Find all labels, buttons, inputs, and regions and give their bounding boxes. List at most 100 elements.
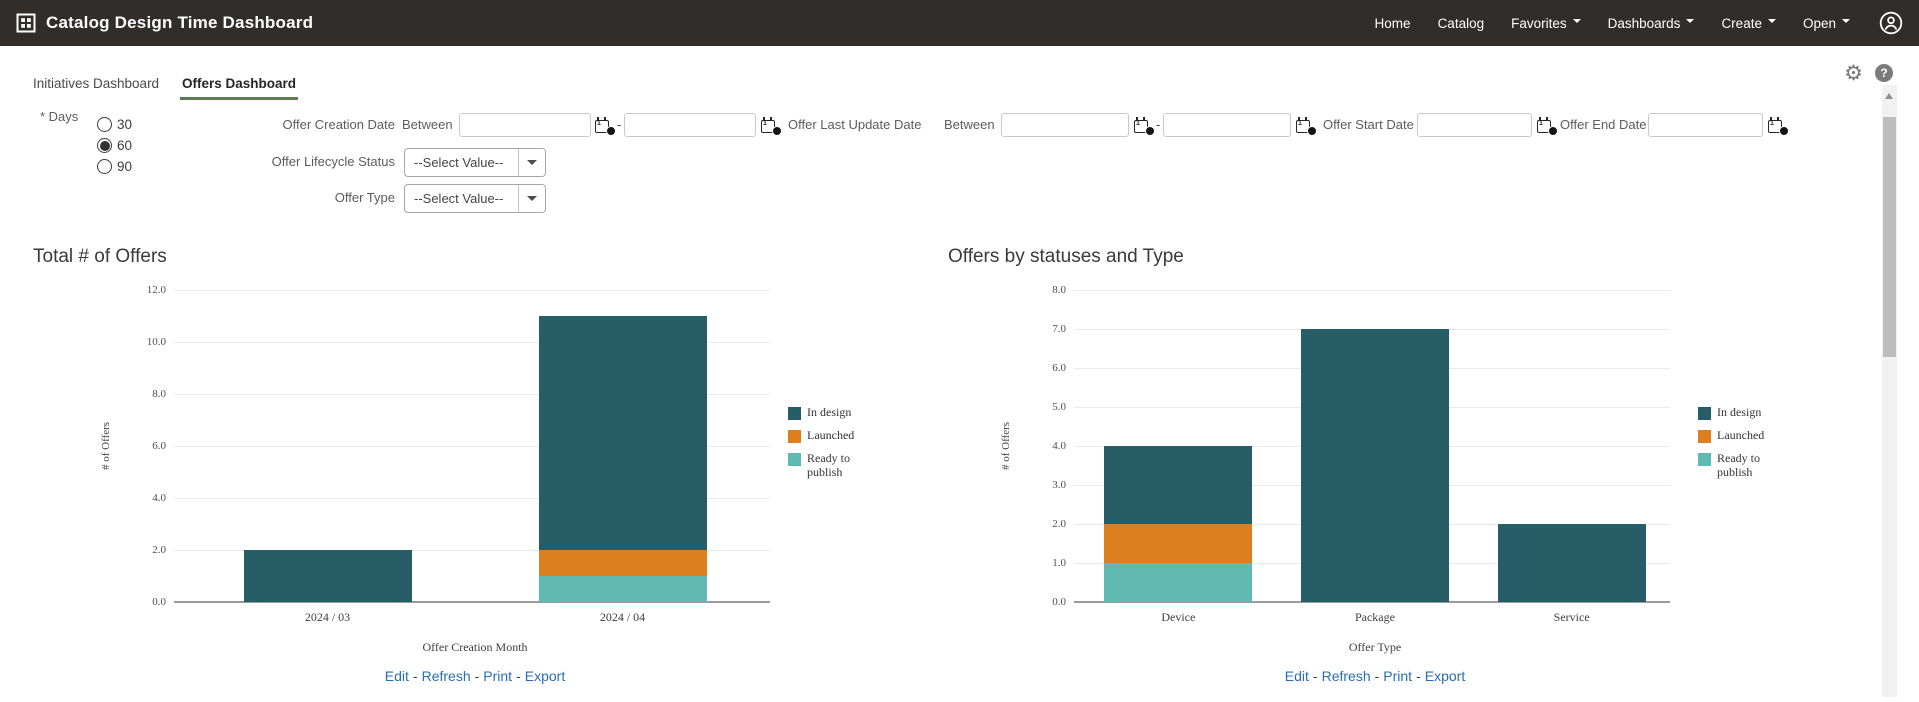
chart-title: Total # of Offers — [33, 246, 167, 267]
nav-create-label: Create — [1721, 15, 1762, 31]
days-60-label: 60 — [117, 138, 133, 153]
y-tick-label: 2.0 — [1052, 518, 1066, 530]
days-30-label: 30 — [117, 117, 133, 132]
legend-swatch — [788, 430, 801, 443]
print-link[interactable]: Print — [1383, 668, 1413, 684]
calendar-icon[interactable] — [1768, 116, 1789, 136]
y-tick-label: 5.0 — [1052, 401, 1066, 413]
days-label: * Days — [40, 109, 79, 124]
tab-initiatives-dashboard[interactable]: Initiatives Dashboard — [33, 76, 160, 91]
legend-swatch — [1698, 407, 1711, 420]
calendar-clock-dot — [1307, 126, 1317, 136]
gridline — [174, 498, 770, 499]
date-range-separator: - — [617, 117, 622, 132]
calendar-clock-dot — [1145, 126, 1155, 136]
y-tick-label: 3.0 — [1052, 479, 1066, 491]
offer-start-date-input[interactable] — [1417, 113, 1532, 137]
chart-title: Offers by statuses and Type — [948, 246, 1184, 267]
x-category-label: Package — [1354, 610, 1395, 624]
offer-last-update-date-from-input[interactable] — [1001, 113, 1129, 137]
legend-item-launched: Launched — [1698, 428, 1779, 443]
legend-label: Launched — [1717, 428, 1765, 442]
offer-last-update-date-to-input[interactable] — [1163, 113, 1291, 137]
offer-lifecycle-status-value: --Select Value-- — [414, 155, 504, 170]
gridline — [1074, 290, 1670, 291]
calendar-icon[interactable] — [595, 116, 616, 136]
offer-creation-date-to-input[interactable] — [624, 113, 756, 137]
legend-item-in-design: In design — [1698, 405, 1779, 420]
vertical-scrollbar-thumb[interactable] — [1883, 117, 1896, 357]
y-tick-label: 0.0 — [1052, 596, 1066, 608]
export-link[interactable]: Export — [524, 668, 566, 684]
y-tick-label: 4.0 — [1052, 440, 1066, 452]
y-tick-label: 7.0 — [1052, 323, 1066, 335]
legend-swatch — [1698, 453, 1711, 466]
gear-icon[interactable]: ⚙ — [1844, 61, 1863, 85]
x-category-label: 2024 / 04 — [599, 610, 646, 624]
link-separator: - — [1312, 668, 1318, 684]
y-tick-label: 2.0 — [152, 544, 166, 556]
tab-offers-dashboard[interactable]: Offers Dashboard — [180, 76, 299, 100]
days-90-radio[interactable] — [97, 159, 112, 174]
offers-by-status-and-type-chart: Offers by statuses and Type 0.0 1.0 2.0 3.0 4… — [920, 240, 1800, 702]
nav-create[interactable]: Create — [1721, 16, 1776, 31]
export-link[interactable]: Export — [1424, 668, 1466, 684]
edit-link[interactable]: Edit — [384, 668, 409, 684]
bar-device-in-design[interactable] — [1104, 446, 1253, 524]
chart-legend: In design Launched Ready to publish — [788, 405, 869, 489]
nav-open[interactable]: Open — [1803, 16, 1850, 31]
offer-creation-date-from-input[interactable] — [459, 113, 591, 137]
offer-lifecycle-status-select[interactable]: --Select Value-- — [404, 148, 546, 177]
calendar-icon[interactable] — [761, 116, 782, 136]
offer-start-date-label: Offer Start Date — [1323, 117, 1414, 132]
bar-2024-04-in-design[interactable] — [538, 316, 707, 550]
dropdown-arrow-icon[interactable] — [518, 185, 545, 212]
chevron-down-icon — [1686, 18, 1695, 27]
bar-device-launched[interactable] — [1104, 524, 1253, 563]
chevron-down-icon — [1767, 18, 1776, 27]
bar-2024-04-launched[interactable] — [538, 550, 707, 576]
app-grid-icon[interactable] — [16, 13, 36, 33]
refresh-link[interactable]: Refresh — [1321, 668, 1371, 684]
x-axis-line — [174, 601, 770, 603]
link-separator: - — [474, 668, 480, 684]
x-axis-title: Offer Type — [1348, 640, 1402, 654]
nav-favorites[interactable]: Favorites — [1511, 16, 1581, 31]
nav-dashboards[interactable]: Dashboards — [1608, 16, 1695, 31]
legend-label: Ready to publish — [807, 451, 850, 479]
link-separator: - — [1416, 668, 1421, 684]
bar-service-in-design[interactable] — [1497, 524, 1646, 602]
print-link[interactable]: Print — [483, 668, 513, 684]
y-tick-label: 0.0 — [152, 596, 166, 608]
x-category-label: 2024 / 03 — [304, 610, 351, 624]
legend-swatch — [1698, 430, 1711, 443]
calendar-icon[interactable] — [1134, 116, 1155, 136]
calendar-icon[interactable] — [1296, 116, 1317, 136]
offer-end-date-input[interactable] — [1648, 113, 1763, 137]
y-tick-label: 8.0 — [1052, 284, 1066, 296]
help-icon[interactable]: ? — [1875, 64, 1893, 82]
calendar-clock-dot — [772, 126, 782, 136]
edit-link[interactable]: Edit — [1284, 668, 1309, 684]
refresh-link[interactable]: Refresh — [421, 668, 471, 684]
dashboard-tab-bar: Initiatives Dashboard Offers Dashboard ⚙… — [0, 46, 1919, 100]
x-category-label: Service — [1553, 610, 1590, 624]
nav-catalog[interactable]: Catalog — [1437, 15, 1485, 31]
bar-2024-03-in-design[interactable] — [243, 550, 412, 602]
gridline — [174, 446, 770, 447]
bar-device-ready-to-publish[interactable] — [1104, 563, 1253, 602]
legend-item-ready-to-publish: Ready to publish — [1698, 451, 1779, 480]
days-60-radio[interactable] — [97, 138, 112, 153]
offer-type-select[interactable]: --Select Value-- — [404, 184, 546, 213]
days-30-radio[interactable] — [97, 117, 112, 132]
scrollbar-up-arrow[interactable] — [1882, 87, 1897, 99]
y-tick-label: 1.0 — [1052, 557, 1066, 569]
nav-home[interactable]: Home — [1374, 15, 1411, 31]
calendar-icon[interactable] — [1537, 116, 1558, 136]
dropdown-arrow-icon[interactable] — [518, 149, 545, 176]
page-actions: ⚙ ? — [1844, 62, 1893, 84]
bar-package-in-design[interactable] — [1301, 329, 1449, 602]
bar-2024-04-ready-to-publish[interactable] — [538, 576, 707, 602]
offer-type-label: Offer Type — [334, 190, 395, 205]
user-avatar-icon[interactable] — [1879, 11, 1903, 35]
